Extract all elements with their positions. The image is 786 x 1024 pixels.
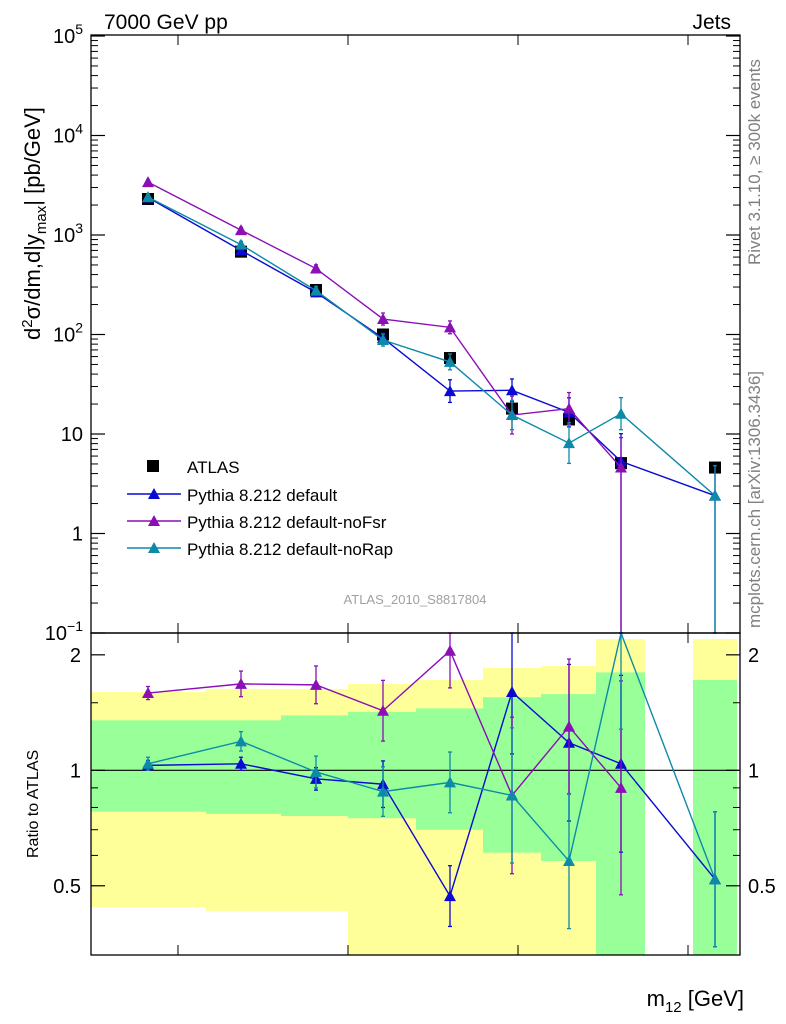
ratio-point <box>709 873 721 885</box>
ratio-frame <box>90 632 741 956</box>
ratio-point <box>506 686 518 698</box>
ratio-line <box>147 649 622 797</box>
ratio-panel-series <box>142 630 721 948</box>
ratio-point <box>563 855 575 867</box>
legend-label: Pythia 8.212 default <box>187 486 338 505</box>
series-point <box>709 489 721 501</box>
band-inner <box>281 715 348 817</box>
legend: ATLAS Pythia 8.212 default Pythia 8.212 de… <box>127 458 393 559</box>
series-point <box>377 334 389 346</box>
legend-entry: ATLAS <box>147 458 240 477</box>
ratio-tick-label-right: 0.5 <box>748 876 776 898</box>
main-ylabel: d2σ/dm,d|ymax| [pb/GeV] <box>19 107 50 340</box>
legend-marker <box>148 542 160 553</box>
y-tick-label: 10−1 <box>45 618 83 645</box>
y-tick-label: 10 <box>61 424 83 446</box>
ratio-point <box>444 890 456 902</box>
series-point <box>235 244 247 256</box>
band-inner <box>348 711 416 819</box>
ratio-ylabel: Ratio to ATLAS <box>25 750 42 858</box>
series-point <box>377 313 389 325</box>
ratio-point <box>444 776 456 788</box>
series-line <box>147 181 622 469</box>
ratio-point <box>235 677 247 689</box>
ratio-point <box>377 704 389 716</box>
y-tick-label: 103 <box>53 220 83 247</box>
series-point <box>444 321 456 333</box>
series-atlas <box>142 193 721 474</box>
series-point <box>444 355 456 367</box>
series-point <box>444 385 456 397</box>
axes: 10−1 1 10 102 103 104 105 0.5 0.5 1 1 2 2 <box>45 21 776 956</box>
legend-label: ATLAS <box>187 458 240 477</box>
ratio-point <box>235 757 247 769</box>
x-axis-label: m12 [GeV] <box>647 986 744 1016</box>
ratio-point <box>615 781 627 793</box>
ratio-point <box>310 765 322 777</box>
series-pythia-8-212-default-nofsr <box>142 176 627 634</box>
series-point <box>506 409 518 421</box>
series-point <box>310 262 322 274</box>
series-line <box>147 196 716 497</box>
analysis-watermark: ATLAS_2010_S8817804 <box>344 592 487 607</box>
ratio-tick-label-right: 1 <box>748 760 759 782</box>
series-point <box>235 224 247 236</box>
mcplots-label: mcplots.cern.ch [arXiv:1306.3436] <box>745 371 764 628</box>
ratio-point <box>235 735 247 747</box>
ratio-pythia-8-212-default-norap <box>142 630 721 948</box>
series-line <box>147 196 716 497</box>
series-point <box>615 407 627 419</box>
legend-marker <box>148 515 160 526</box>
rivet-version-label: Rivet 3.1.10, ≥ 300k events <box>745 59 764 265</box>
legend-marker <box>147 460 159 472</box>
ratio-point <box>142 687 154 699</box>
header-energy: 7000 GeV pp <box>104 11 228 34</box>
series-point <box>563 437 575 449</box>
main-panel-series <box>142 176 721 634</box>
header-process: Jets <box>692 11 731 34</box>
y-tick-label: 102 <box>53 320 83 347</box>
ratio-point <box>444 644 456 656</box>
ratio-tick-label-left: 2 <box>70 645 81 667</box>
ratio-tick-label-right: 2 <box>748 645 759 667</box>
series-point <box>142 191 154 203</box>
ratio-point <box>563 720 575 732</box>
ratio-point <box>142 757 154 769</box>
legend-entry: Pythia 8.212 default-noFsr <box>127 513 387 532</box>
series-pythia-8-212-default-norap <box>142 191 721 634</box>
y-tick-label: 1 <box>72 524 83 546</box>
ratio-tick-label-left: 0.5 <box>53 876 81 898</box>
series-pythia-8-212-default <box>142 191 721 634</box>
legend-label: Pythia 8.212 default-noRap <box>187 540 393 559</box>
legend-entry: Pythia 8.212 default <box>127 486 338 505</box>
series-point <box>615 461 627 473</box>
ratio-point <box>506 789 518 801</box>
legend-entry: Pythia 8.212 default-noRap <box>127 540 393 559</box>
series-point <box>310 284 322 296</box>
series-point <box>235 238 247 250</box>
ratio-uncertainty-bands <box>91 638 740 955</box>
ratio-tick-label-left: 1 <box>70 760 81 782</box>
series-point <box>142 176 154 188</box>
ratio-point <box>310 678 322 690</box>
legend-label: Pythia 8.212 default-noFsr <box>187 513 387 532</box>
y-tick-label: 104 <box>53 121 83 148</box>
series-point <box>563 402 575 414</box>
legend-marker <box>148 488 160 499</box>
ratio-point <box>377 785 389 797</box>
series-point <box>506 384 518 396</box>
y-tick-label: 105 <box>53 21 83 48</box>
